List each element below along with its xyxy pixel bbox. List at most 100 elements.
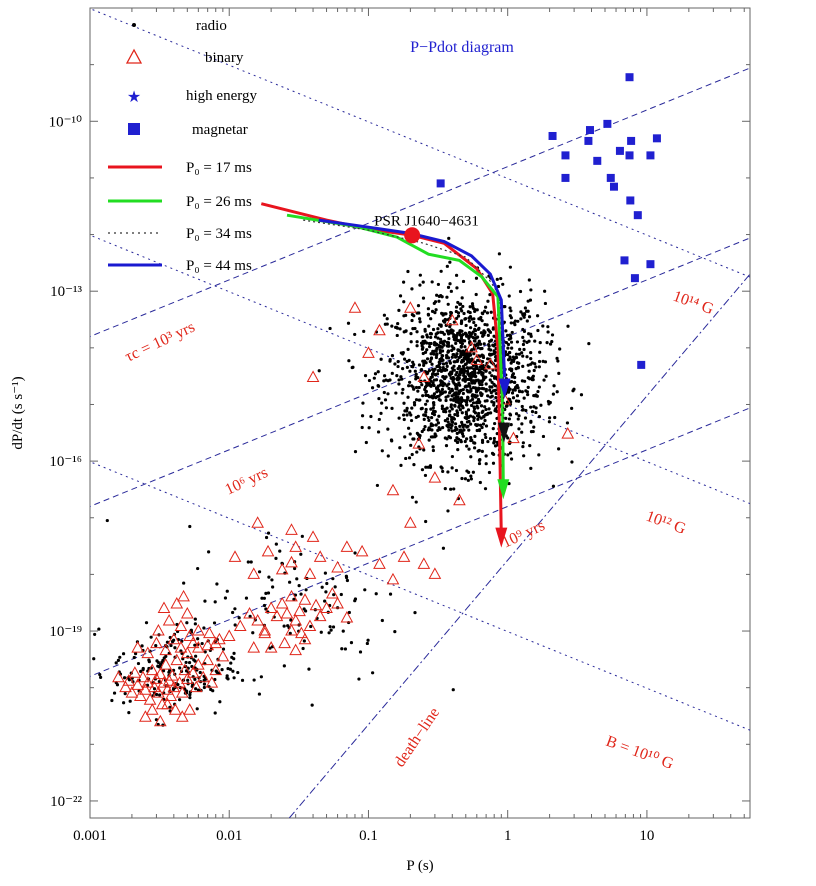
- radio-point: [443, 377, 447, 381]
- radio-point: [288, 631, 292, 635]
- radio-point: [420, 468, 425, 472]
- radio-point: [528, 444, 532, 448]
- radio-point: [494, 396, 498, 400]
- radio-point: [374, 592, 378, 596]
- radio-point: [233, 607, 237, 611]
- radio-point: [536, 389, 540, 394]
- radio-point: [490, 380, 494, 384]
- radio-point: [400, 377, 404, 381]
- radio-point: [454, 341, 458, 345]
- radio-point: [410, 452, 414, 457]
- radio-point: [487, 470, 492, 475]
- x-tick-label: 0.1: [359, 828, 378, 844]
- radio-point: [223, 596, 228, 600]
- radio-point: [433, 410, 437, 414]
- radio-point: [421, 280, 425, 284]
- binary-point: [453, 493, 466, 506]
- radio-point: [444, 361, 449, 365]
- y-tick-label: 10⁻¹⁶: [49, 454, 82, 470]
- radio-point: [446, 343, 450, 347]
- radio-point: [519, 310, 523, 314]
- radio-point: [268, 646, 272, 650]
- radio-point: [408, 380, 412, 384]
- radio-point: [504, 416, 508, 420]
- radio-point: [477, 458, 482, 462]
- radio-point: [431, 381, 435, 385]
- binary-point: [183, 703, 197, 715]
- radio-point: [329, 628, 333, 632]
- radio-point: [470, 397, 475, 402]
- radio-point: [405, 409, 409, 413]
- radio-point: [406, 347, 410, 351]
- radio-point: [513, 322, 517, 327]
- radio-point: [423, 327, 427, 332]
- magnetar-point: [627, 136, 636, 145]
- radio-point: [158, 693, 162, 697]
- radio-point: [482, 377, 486, 381]
- radio-point: [396, 360, 400, 364]
- radio-point: [491, 461, 496, 465]
- x-tick-label: 0.001: [73, 828, 107, 844]
- radio-point: [513, 380, 517, 384]
- radio-point: [431, 423, 435, 427]
- radio-point: [509, 423, 513, 427]
- radio-point: [202, 682, 207, 686]
- radio-point: [454, 309, 458, 314]
- radio-point: [488, 436, 493, 441]
- radio-point: [427, 395, 432, 399]
- radio-point: [317, 369, 321, 373]
- radio-point: [471, 336, 475, 340]
- radio-point: [439, 392, 443, 396]
- radio-point: [443, 368, 447, 372]
- x-tick-label: 10: [639, 828, 654, 844]
- radio-point: [521, 335, 525, 339]
- radio-point: [448, 324, 452, 329]
- radio-point: [127, 711, 131, 715]
- radio-point: [367, 426, 371, 430]
- radio-point: [452, 381, 456, 385]
- radio-point: [441, 313, 445, 317]
- radio-point: [479, 365, 483, 369]
- binary-point: [386, 572, 400, 585]
- binary-point: [203, 626, 216, 639]
- radio-point: [421, 335, 425, 339]
- radio-point: [453, 404, 457, 408]
- legend-marker: ★: [127, 89, 141, 106]
- radio-point: [445, 264, 449, 268]
- radio-point: [477, 380, 481, 385]
- radio-point: [522, 396, 526, 400]
- radio-point: [429, 352, 433, 356]
- radio-point: [406, 269, 410, 274]
- radio-point: [429, 335, 433, 340]
- magnetar-point: [603, 119, 612, 128]
- radio-point: [486, 439, 490, 444]
- radio-point: [454, 422, 458, 426]
- binary-point: [131, 678, 145, 690]
- binary-point: [141, 676, 155, 688]
- radio-point: [464, 323, 468, 328]
- radio-point: [509, 457, 514, 461]
- radio-point: [470, 381, 474, 385]
- radio-point: [436, 331, 440, 335]
- radio-point: [264, 535, 269, 540]
- radio-point: [533, 362, 537, 366]
- radio-point: [180, 651, 184, 656]
- radio-point: [530, 361, 534, 365]
- radio-point: [383, 398, 388, 402]
- radio-point: [402, 413, 406, 417]
- radio-point: [229, 661, 233, 665]
- radio-point: [353, 332, 357, 337]
- radio-point: [426, 428, 431, 432]
- binary-point: [153, 714, 167, 727]
- binary-point: [134, 689, 147, 701]
- radio-point: [504, 329, 508, 333]
- radio-point: [464, 410, 468, 414]
- radio-point: [293, 566, 297, 571]
- radio-point: [373, 372, 378, 376]
- radio-point: [450, 407, 454, 411]
- radio-point: [425, 348, 429, 352]
- radio-point: [154, 692, 159, 697]
- radio-point: [440, 340, 444, 344]
- radio-point: [478, 342, 482, 346]
- radio-point: [471, 330, 475, 334]
